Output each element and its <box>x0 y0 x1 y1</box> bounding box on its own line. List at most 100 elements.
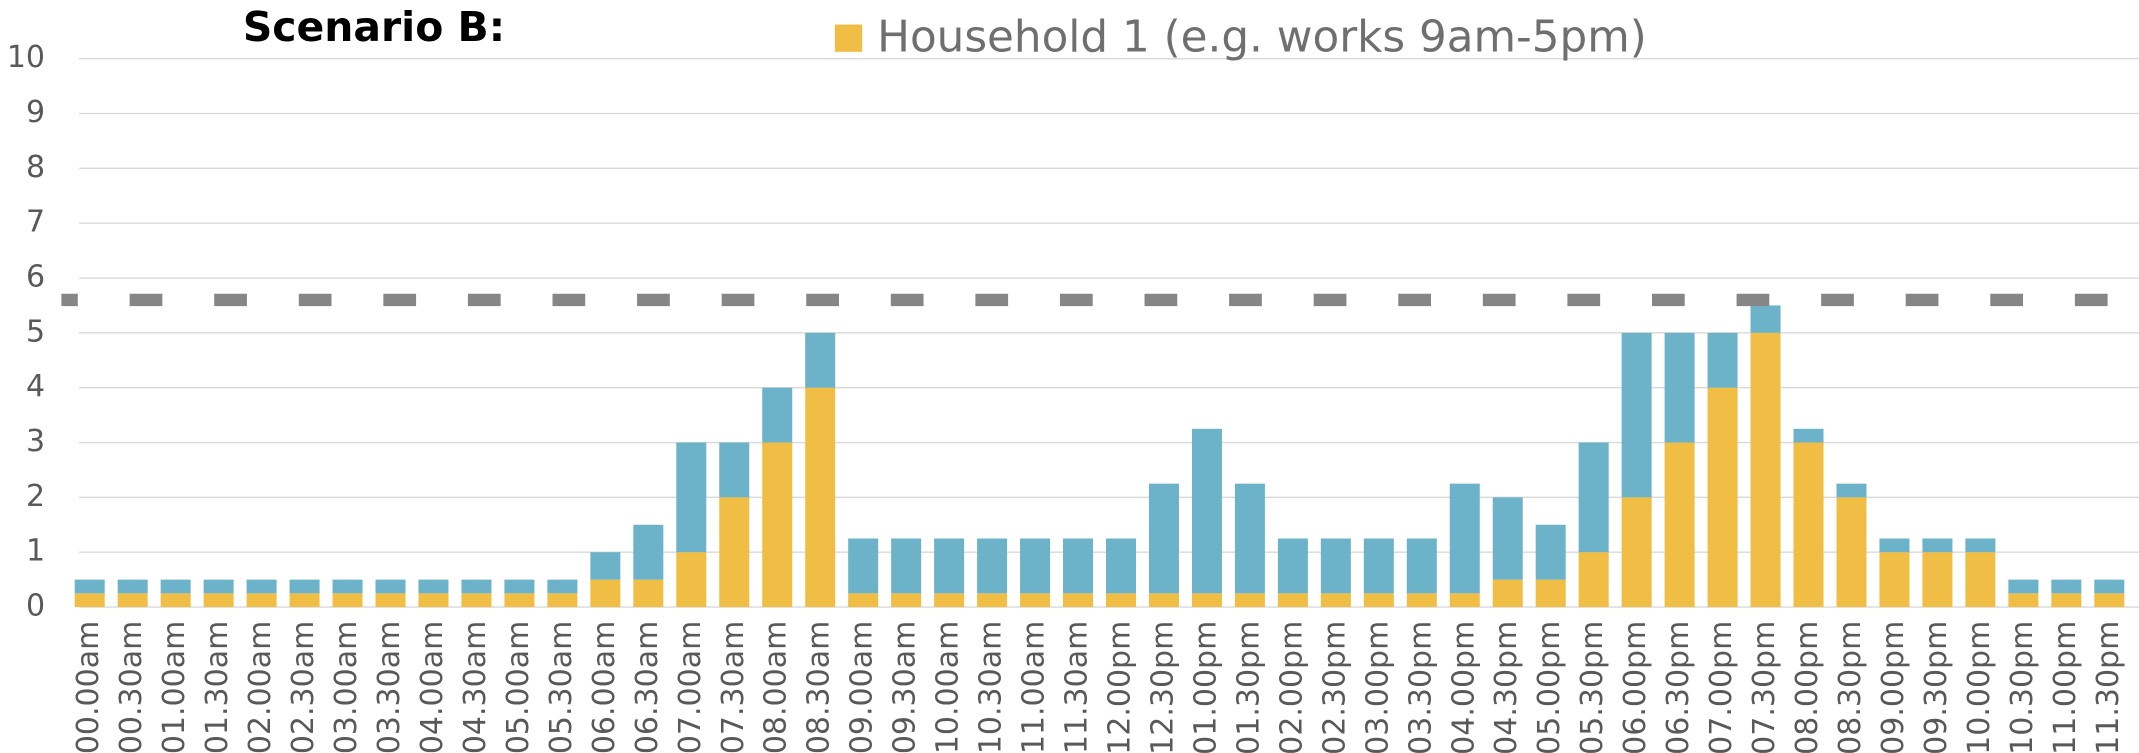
y-tick-label: 6 <box>26 260 45 295</box>
x-tick-label: 10.00pm <box>1962 621 1997 753</box>
bar-segment <box>1277 538 1308 594</box>
bar-segment <box>762 387 793 443</box>
bar-segment <box>1191 428 1222 594</box>
x-tick-label: 05.00pm <box>1532 621 1567 753</box>
bar-segment <box>203 579 234 594</box>
bar-segment <box>332 593 363 608</box>
x-tick-label: 00.30am <box>114 621 149 753</box>
bar-segment <box>676 442 707 553</box>
x-tick-label: 06.00am <box>587 621 622 753</box>
bar-segment <box>1492 497 1523 580</box>
bar-segment <box>461 579 492 594</box>
x-tick-label: 01.30am <box>200 621 235 753</box>
bar-segment <box>1836 483 1867 498</box>
x-tick-label: 05.00am <box>501 621 536 753</box>
bar-segment <box>289 579 320 594</box>
y-tick-label: 8 <box>26 150 45 185</box>
x-tick-label: 06.00pm <box>1618 621 1653 753</box>
x-tick-label: 07.00am <box>673 621 708 753</box>
bar-segment <box>375 579 406 594</box>
x-tick-label: 02.00am <box>243 621 278 753</box>
bar-segment <box>246 593 277 608</box>
bar-segment <box>1836 497 1867 608</box>
bar-segment <box>805 332 836 388</box>
bar-segment <box>1449 593 1480 608</box>
x-tick-label: 03.30am <box>372 621 407 753</box>
bar-segment <box>977 593 1008 608</box>
x-tick-label: 07.00pm <box>1704 621 1739 753</box>
bar-segment <box>1664 332 1695 443</box>
bar-segment <box>1535 579 1566 608</box>
chart-title: Scenario B: <box>243 3 505 51</box>
bar-segment <box>1449 483 1480 594</box>
bar-segment <box>1406 593 1437 608</box>
bar-segment <box>934 538 965 594</box>
bar-segment <box>2094 593 2125 608</box>
bar-segment <box>1148 593 1179 608</box>
bar-segment <box>1063 593 1094 608</box>
y-tick-label: 9 <box>26 95 45 130</box>
bar-segment <box>1320 538 1351 594</box>
bar-segment <box>1750 332 1781 608</box>
x-tick-label: 07.30pm <box>1747 621 1782 753</box>
bar-segment <box>461 593 492 608</box>
legend-label: Household 1 (e.g. works 9am-5pm) <box>877 12 1647 63</box>
bar-segment <box>762 442 793 608</box>
bar-segment <box>1750 305 1781 333</box>
bar-segment <box>2051 593 2082 608</box>
x-tick-label: 03.30pm <box>1403 621 1438 753</box>
x-tick-label: 00.00am <box>71 621 106 753</box>
y-tick-label: 2 <box>26 479 45 514</box>
bar-segment <box>1535 524 1566 580</box>
y-tick-label: 4 <box>26 369 45 404</box>
x-tick-label: 08.30pm <box>1833 621 1868 753</box>
x-tick-label: 04.30am <box>458 621 493 753</box>
x-tick-label: 11.00am <box>1017 621 1052 753</box>
x-tick-label: 10.00am <box>931 621 966 753</box>
x-tick-label: 08.00pm <box>1790 621 1825 753</box>
bar-segment <box>848 593 879 608</box>
bar-segment <box>375 593 406 608</box>
x-tick-label: 05.30pm <box>1575 621 1610 753</box>
x-tick-label: 11.30am <box>1060 621 1095 753</box>
bar-segment <box>504 593 535 608</box>
bar-segment <box>117 579 148 594</box>
x-tick-label: 08.30am <box>802 621 837 753</box>
bar-segment <box>1707 387 1738 608</box>
bar-segment <box>1020 538 1051 594</box>
x-tick-label: 06.30pm <box>1661 621 1696 753</box>
x-tick-label: 04.00am <box>415 621 450 753</box>
bar-segment <box>2051 579 2082 594</box>
x-tick-label: 01.00am <box>157 621 192 753</box>
bar-segment <box>1879 552 1910 608</box>
legend-swatch <box>834 24 863 52</box>
x-tick-label: 02.00pm <box>1274 621 1309 753</box>
x-tick-label: 08.00am <box>759 621 794 753</box>
bar-segment <box>332 579 363 594</box>
y-tick-label: 7 <box>26 205 45 240</box>
bar-segment <box>1020 593 1051 608</box>
bar-segment <box>1793 442 1824 608</box>
bar-segment <box>1277 593 1308 608</box>
bar-segment <box>1105 593 1137 608</box>
x-tick-label: 10.30pm <box>2005 621 2040 753</box>
y-tick-label: 5 <box>26 314 45 349</box>
x-tick-label: 10.30am <box>974 621 1009 753</box>
bar-segment <box>1320 593 1351 608</box>
bar-segment <box>1191 593 1222 608</box>
x-tick-label: 07.30am <box>716 621 751 753</box>
x-tick-label: 12.30pm <box>1145 621 1180 753</box>
bar-segment <box>1578 442 1609 553</box>
y-tick-label: 3 <box>26 424 45 459</box>
bar-segment <box>1707 332 1738 388</box>
x-tick-label: 09.30am <box>888 621 923 753</box>
bar-segment <box>547 593 578 608</box>
bar-segment <box>117 593 148 608</box>
bar-segment <box>934 593 965 608</box>
bar-segment <box>2094 579 2125 594</box>
y-tick-label: 10 <box>7 40 45 75</box>
bar-segment <box>719 442 750 498</box>
x-tick-label: 02.30am <box>286 621 321 753</box>
x-tick-label: 11.00pm <box>2048 621 2083 753</box>
